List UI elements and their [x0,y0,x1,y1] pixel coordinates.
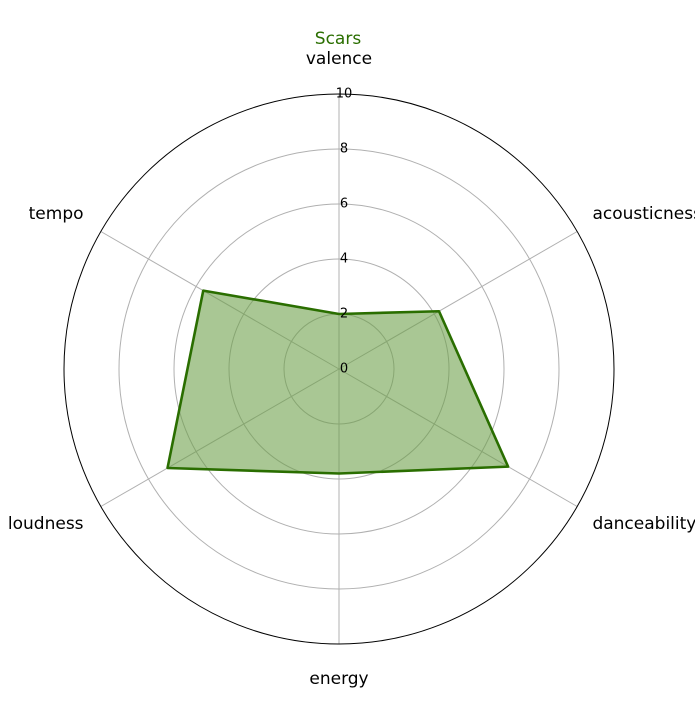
axis-label-valence: valence [306,49,372,69]
radial-tick-label: 0 [340,362,348,377]
radial-tick-label: 6 [340,197,348,212]
radial-tick-label: 8 [340,142,348,157]
chart-title: Scars [315,29,362,49]
radar-series [166,289,510,475]
axis-labels: valence acousticness danceability energy lou… [8,49,695,689]
axis-label-acousticness: acousticness [592,204,695,224]
axis-label-loudness: loudness [8,514,84,534]
radial-tick-label: 2 [340,307,348,322]
outer-frame [63,93,615,645]
axis-label-tempo: tempo [29,204,84,224]
series-area [167,290,509,474]
axis-label-danceability: danceability [592,514,695,534]
radial-tick-label: 10 [336,87,353,102]
radial-tick-labels: 0 2 4 6 8 10 [336,87,353,377]
series-line [166,289,510,475]
axis-label-energy: energy [309,669,368,689]
radial-tick-label: 4 [340,252,348,267]
